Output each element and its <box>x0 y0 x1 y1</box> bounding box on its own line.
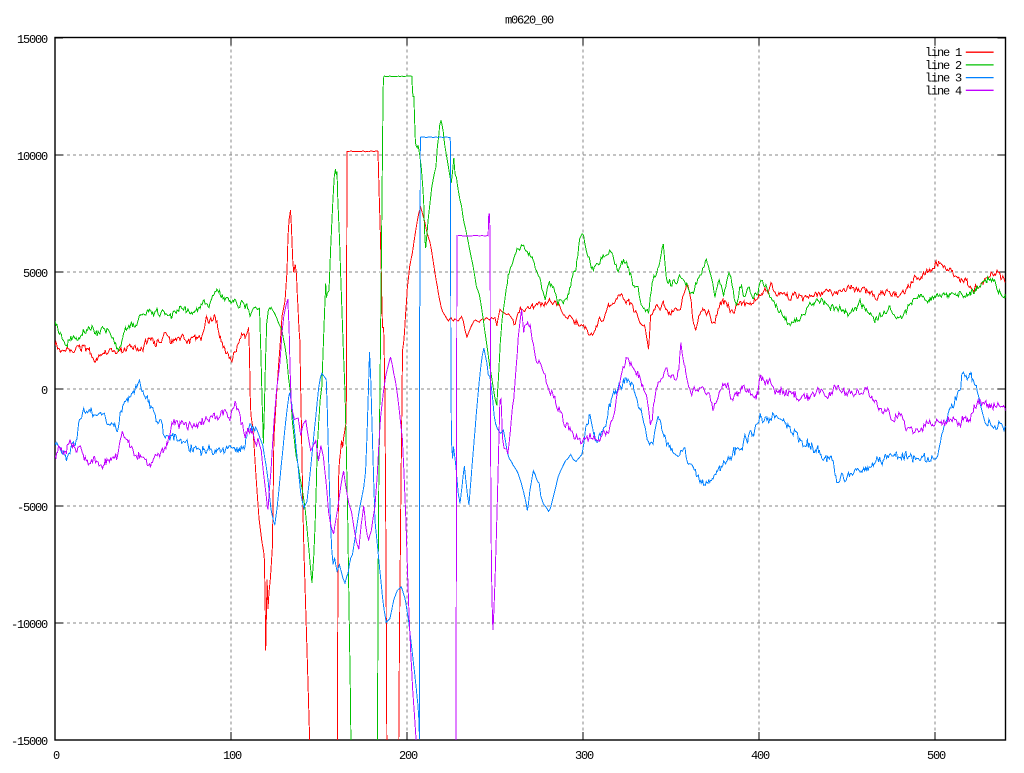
svg-text:500: 500 <box>927 749 946 763</box>
svg-text:300: 300 <box>575 749 594 763</box>
svg-text:line 3: line 3 <box>925 72 962 86</box>
svg-text:10000: 10000 <box>17 150 48 164</box>
svg-text:0: 0 <box>53 749 60 763</box>
svg-text:-10000: -10000 <box>11 618 48 632</box>
svg-text:200: 200 <box>399 749 418 763</box>
svg-text:line 4: line 4 <box>925 84 962 98</box>
svg-text:0: 0 <box>41 384 48 398</box>
svg-text:5000: 5000 <box>23 267 48 281</box>
svg-text:-5000: -5000 <box>17 501 48 515</box>
svg-text:15000: 15000 <box>17 33 48 47</box>
svg-text:line 2: line 2 <box>925 59 962 73</box>
svg-text:m0620_00: m0620_00 <box>505 14 554 28</box>
svg-text:400: 400 <box>751 749 770 763</box>
svg-text:-15000: -15000 <box>11 735 48 749</box>
svg-text:100: 100 <box>223 749 242 763</box>
svg-text:line 1: line 1 <box>925 46 962 60</box>
